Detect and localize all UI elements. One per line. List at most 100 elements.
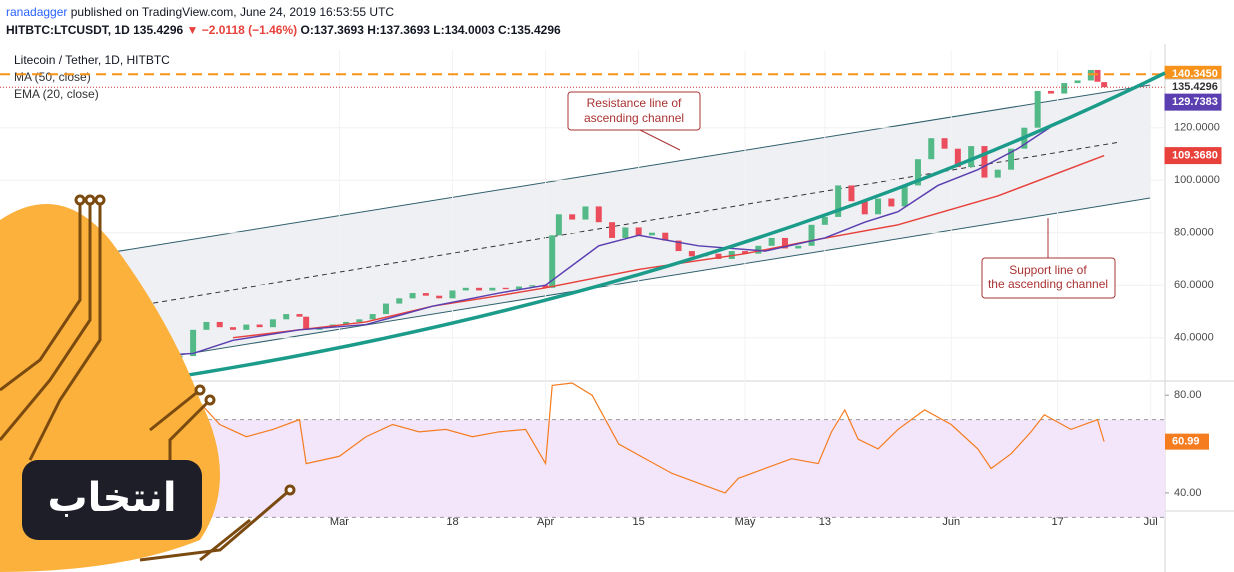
- candle-body: [1061, 83, 1068, 94]
- annotation: Resistance line of ascending channel: [584, 96, 684, 125]
- candle-body: [369, 314, 376, 320]
- candle-body: [835, 185, 842, 217]
- callout-box: [981, 257, 1116, 299]
- symbol: HITBTC:LTCUSDT, 1D: [6, 23, 130, 37]
- candle-body: [994, 169, 1001, 178]
- candle-body: [755, 245, 762, 254]
- x-tick-label: Jul: [1144, 516, 1158, 528]
- candle-body: [356, 319, 363, 322]
- series-line: [232, 154, 1105, 339]
- candle-body: [396, 298, 403, 304]
- candle-body: [635, 227, 642, 236]
- candle-body: [968, 146, 975, 168]
- resistance-line: [94, 84, 1151, 256]
- channel-fill: [95, 85, 1150, 368]
- change: ▼ −2.0118 (−1.46%): [186, 23, 298, 37]
- y-tick-label: 80.00: [1174, 389, 1202, 401]
- candle-body: [675, 240, 682, 252]
- candle-body: [742, 251, 749, 254]
- candle-body: [303, 316, 310, 330]
- candle-body: [1034, 90, 1041, 128]
- price-badge: [1164, 147, 1222, 165]
- support-line: [99, 197, 1151, 369]
- candle-body: [476, 287, 483, 291]
- y-tick-label: 40.0000: [1174, 332, 1214, 344]
- candle-body: [343, 321, 350, 325]
- price-badge-label: 135.4296: [1172, 81, 1218, 93]
- candle-body: [1047, 90, 1054, 94]
- series-line: [99, 382, 1105, 494]
- candle-body: [382, 303, 389, 315]
- logo-circuit: [0, 194, 296, 562]
- price-badge-label: 109.3680: [1172, 150, 1218, 162]
- candle-body: [256, 324, 263, 328]
- price-badge: [1164, 93, 1222, 111]
- candle-body: [216, 321, 223, 328]
- candle-body: [875, 198, 882, 215]
- candle-body: [901, 185, 908, 207]
- candle-body: [230, 327, 237, 330]
- candle-body: [243, 324, 250, 330]
- price-badge-label: 129.7383: [1172, 96, 1218, 108]
- callout-box: [567, 91, 701, 131]
- candle-body: [569, 214, 576, 220]
- candle-body: [795, 245, 802, 249]
- x-tick-label: 13: [819, 516, 831, 528]
- logo-text: انتخاب: [47, 475, 176, 521]
- candle-body: [436, 295, 443, 299]
- annotation: Support line of the ascending channel: [988, 263, 1108, 291]
- ohlc: O:137.3693 H:137.3693 L:134.0003 C:135.4…: [300, 23, 561, 37]
- quote-line: HITBTC:LTCUSDT, 1D 135.4296 ▼ −2.0118 (−…: [6, 23, 561, 37]
- candle-body: [515, 286, 522, 290]
- candle-body: [283, 314, 290, 320]
- y-tick-label: 60.0000: [1174, 279, 1214, 291]
- rsi-badge-label: 60.99: [1172, 436, 1200, 448]
- candle-body: [595, 206, 602, 223]
- candle-body: [555, 214, 562, 236]
- legend-title: Litecoin / Tether, 1D, HITBTC: [14, 53, 170, 67]
- candle-body: [981, 146, 988, 178]
- candle-body: [422, 293, 429, 296]
- annotation-line: Support line of: [1009, 263, 1087, 277]
- x-tick-label: Jun: [942, 516, 960, 528]
- trend-line: [129, 71, 1166, 386]
- candle-body: [203, 321, 210, 330]
- x-tick-label: 17: [1051, 516, 1063, 528]
- header-line: ranadagger published on TradingView.com,…: [6, 5, 394, 19]
- candle-body: [1008, 148, 1015, 170]
- candle-body: [1101, 82, 1108, 88]
- x-tick-label: May: [735, 516, 756, 528]
- candle-body: [462, 287, 469, 291]
- candle-body: [1094, 69, 1101, 82]
- candle-body: [1074, 80, 1081, 84]
- candle-body: [808, 224, 815, 246]
- legend-entry: EMA (20, close): [14, 87, 99, 101]
- legend-entry: MA (50, close): [14, 70, 91, 84]
- candle-body: [768, 237, 775, 246]
- candle-body: [821, 216, 828, 225]
- x-tick-label: Apr: [537, 516, 554, 528]
- candle-body: [542, 285, 549, 288]
- annotation-line: ascending channel: [584, 111, 684, 125]
- candle-body: [928, 138, 935, 160]
- candle-body: [914, 159, 921, 186]
- rsi-badge: [1165, 433, 1209, 450]
- annotation-line: Resistance line of: [587, 96, 682, 110]
- candle-body: [648, 232, 655, 236]
- candle-body: [409, 293, 416, 299]
- x-tick-label: 15: [633, 516, 645, 528]
- candle-body: [662, 232, 669, 241]
- candle-body: [502, 287, 509, 290]
- candle-body: [449, 290, 456, 299]
- annotation-line: the ascending channel: [988, 277, 1108, 291]
- price: 135.4296: [133, 23, 184, 37]
- candle-body: [954, 148, 961, 168]
- candle-body: [190, 329, 197, 357]
- author: ranadagger: [6, 5, 68, 19]
- x-tick-label: Mar: [330, 516, 349, 528]
- candle-body: [848, 185, 855, 202]
- y-tick-label: 100.0000: [1174, 174, 1220, 186]
- candle-body: [582, 206, 589, 220]
